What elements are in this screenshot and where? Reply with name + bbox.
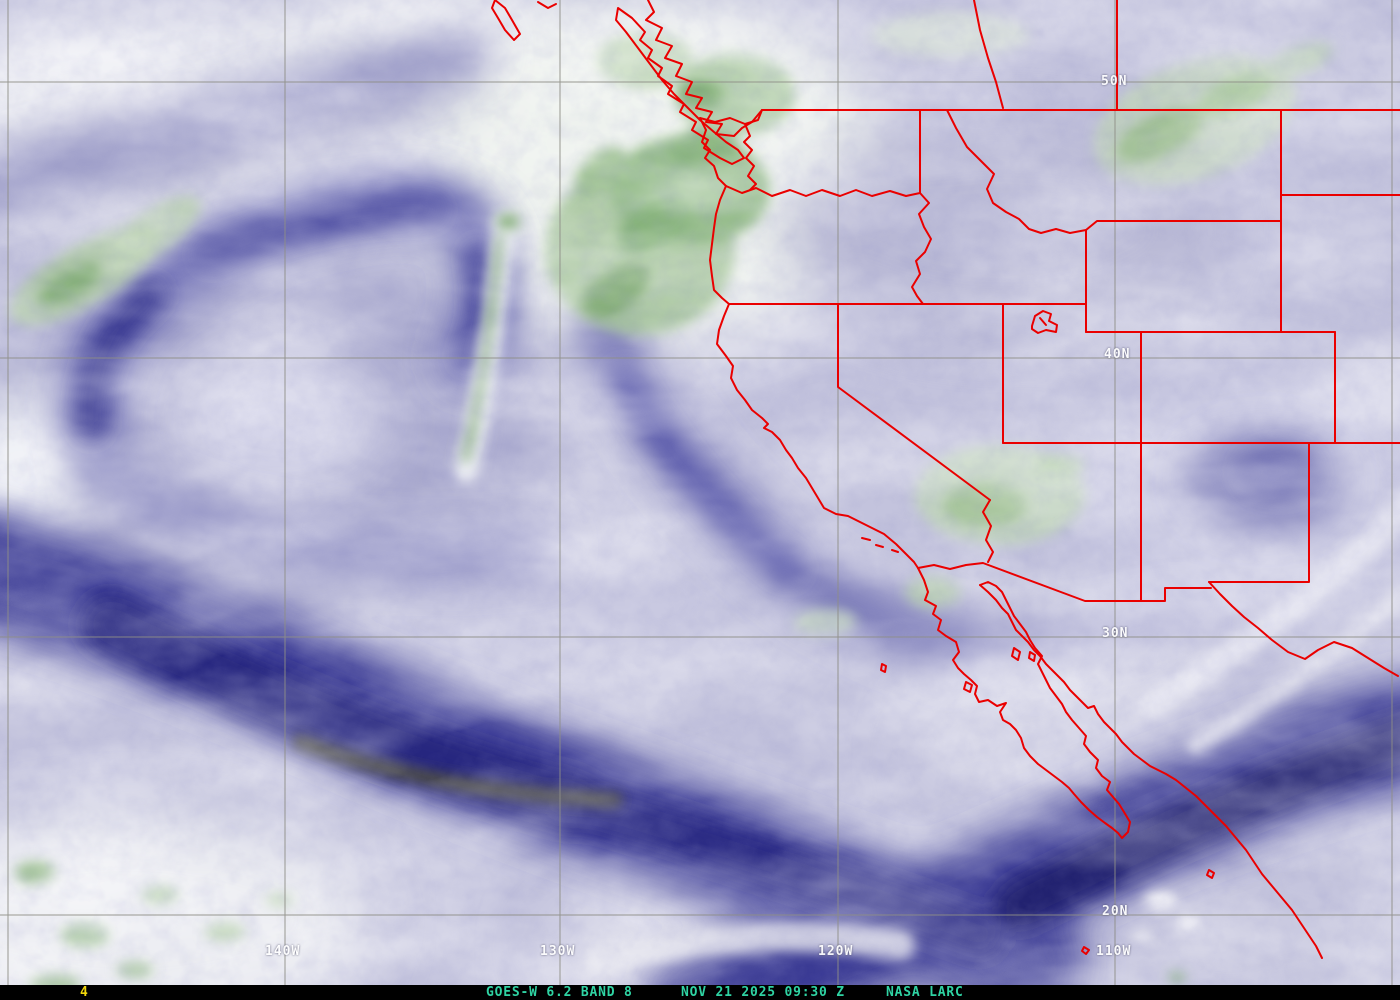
channel-islands (861, 537, 899, 553)
lat-label-40n: 40N (1104, 347, 1131, 362)
lat-label-50n: 50N (1101, 74, 1128, 89)
corner-digit: 4 (80, 985, 88, 1000)
lon-label-140w: 140W (265, 944, 301, 959)
lon-label-130w: 130W (540, 944, 576, 959)
caption-product: GOES-W 6.2 BAND 8 (486, 985, 633, 1000)
islas-marias (1081, 946, 1090, 955)
caption-credit: NASA LARC (886, 985, 964, 1000)
haida-gwaii-island (491, 0, 521, 41)
us-mexico-border (917, 562, 1212, 602)
strait-juan-de-fuca (699, 109, 763, 125)
nm-tx-border (1208, 442, 1310, 583)
caption-datetime: NOV 21 2025 09:30 Z (681, 985, 845, 1000)
isla-tiburon (1028, 651, 1036, 662)
pacific-coastline (709, 185, 919, 569)
great-salt-lake (1031, 310, 1058, 334)
lon-label-110w: 110W (1096, 944, 1132, 959)
rio-grande (1208, 581, 1399, 677)
ca-nv-border (837, 303, 991, 501)
lat-label-30n: 30N (1102, 626, 1129, 641)
bc-islets (537, 1, 557, 9)
lat-label-20n: 20N (1102, 904, 1129, 919)
puget-sound (743, 123, 757, 191)
isla-cedros (963, 681, 973, 693)
or-id-border (911, 192, 932, 305)
baja-california-coast (917, 567, 1131, 839)
colorado-river-border (982, 499, 994, 563)
wa-outer-coast (699, 117, 727, 187)
mexico-mainland-coast (979, 584, 1323, 959)
isla-guadalupe (880, 663, 887, 673)
bc-ab-border (973, 0, 1004, 109)
isla-angel-de-la-guarda (1011, 647, 1021, 661)
wa-or-border (725, 185, 921, 197)
bc-coastline (645, 0, 763, 137)
id-mt-border (946, 109, 1087, 234)
vancouver-island (615, 7, 745, 165)
mt-wy-border (1085, 220, 1282, 231)
lon-label-120w: 120W (818, 944, 854, 959)
caption-bar: 4 GOES-W 6.2 BAND 8 NOV 21 2025 09:30 Z … (0, 985, 1400, 1000)
map-boundaries (491, 0, 1400, 959)
offshore-islet (1206, 869, 1215, 879)
